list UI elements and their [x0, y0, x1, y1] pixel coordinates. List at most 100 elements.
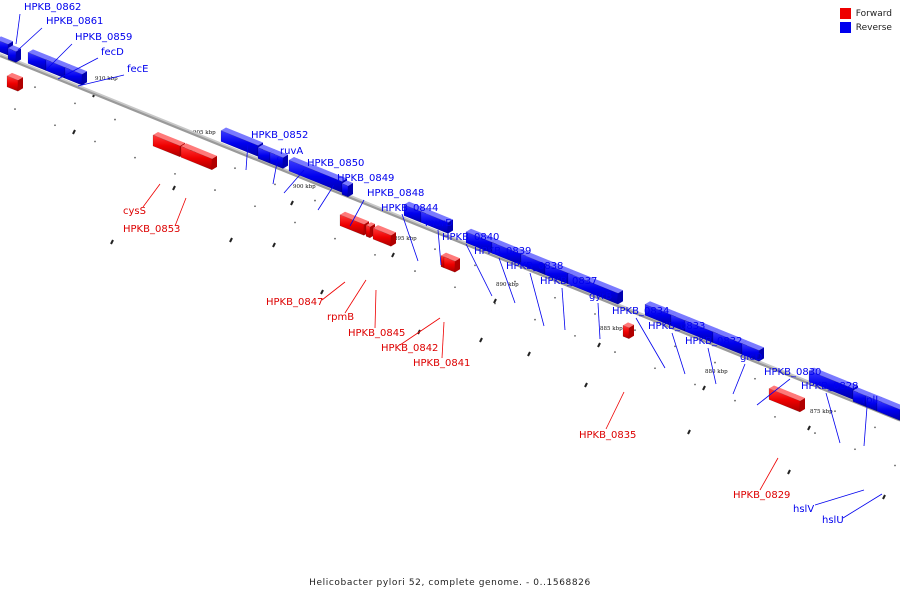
forward-leader	[759, 457, 779, 491]
track-dot	[714, 361, 716, 364]
reverse-gene-label: HPKB_0848	[367, 188, 424, 199]
reverse-gene-label: HPKB_0862	[24, 2, 81, 13]
forward-gene-box-top	[7, 72, 23, 81]
reverse-leader	[814, 489, 865, 506]
major-tick	[597, 342, 601, 348]
reverse-gene-label: ruvA	[280, 146, 303, 157]
forward-leader	[142, 183, 161, 208]
forward-gene-box-top	[769, 385, 805, 401]
major-tick	[882, 494, 886, 500]
reverse-leader	[437, 229, 442, 266]
track-dot	[674, 345, 676, 348]
major-tick	[290, 200, 294, 206]
reverse-gene-box-top	[342, 180, 353, 186]
reverse-leader	[15, 13, 21, 45]
major-tick	[493, 298, 497, 304]
major-tick	[391, 252, 395, 258]
reverse-leader	[529, 272, 545, 327]
reverse-leader	[707, 347, 717, 385]
major-tick	[807, 425, 811, 431]
forward-gene-label: cysS	[123, 206, 146, 217]
major-tick	[229, 237, 233, 243]
reverse-gene-box-top	[404, 201, 426, 212]
reverse-gene-label: HPKB_0852	[251, 130, 308, 141]
track-dot	[574, 334, 576, 337]
track-dot	[254, 205, 256, 208]
forward-gene-box-side	[18, 77, 23, 92]
track-dot	[374, 253, 376, 256]
forward-gene-box	[365, 224, 371, 239]
legend-forward-label: Forward	[855, 8, 892, 19]
reverse-gene-label: HPKB_0833	[648, 321, 705, 332]
reverse-gene-box-top	[671, 311, 690, 321]
reverse-gene-box-top	[221, 127, 263, 146]
forward-gene-box	[440, 255, 445, 269]
forward-leader	[441, 321, 445, 359]
forward-gene-box-side	[629, 324, 634, 339]
reverse-leader	[671, 332, 686, 375]
reverse-gene-label: HPKB_0839	[474, 246, 531, 257]
forward-leader	[344, 279, 367, 314]
track-dot	[34, 86, 36, 89]
reverse-gene-box-top	[521, 251, 550, 264]
forward-gene-label: HPKB_0842	[381, 343, 438, 354]
reverse-gene-box-top	[270, 149, 288, 158]
gene-features	[0, 36, 900, 421]
track-dot	[594, 313, 596, 315]
reverse-gene-box-top	[421, 208, 453, 223]
track-dot	[854, 448, 856, 451]
reverse-gene-label: HPKB_0837	[540, 276, 597, 287]
forward-gene-label: HPKB_0853	[123, 224, 180, 235]
major-tick	[687, 429, 691, 435]
reverse-leader	[272, 156, 279, 185]
scale-label-2: 900 kbp	[293, 184, 316, 190]
track-dot	[554, 296, 556, 299]
reverse-gene-label: fecE	[127, 64, 149, 75]
track-dot	[134, 156, 136, 159]
major-tick	[479, 337, 483, 343]
track-dot	[634, 329, 636, 332]
reverse-gene-box-top	[645, 301, 676, 315]
reverse-gene-box-top	[713, 328, 747, 344]
scale-label-5: 885 kbp	[600, 326, 623, 332]
forward-leader	[399, 317, 441, 346]
reverse-gene-label: HPKB_0828	[801, 381, 858, 392]
genome-caption: Helicobacter pylori 52, complete genome.…	[309, 578, 591, 588]
reverse-gene-box-top	[545, 260, 573, 274]
forward-track-dots	[14, 86, 896, 467]
reverse-gene-box-top	[492, 239, 526, 255]
forward-leader	[605, 391, 625, 430]
forward-leader	[374, 289, 377, 329]
reverse-gene-box-top	[46, 56, 70, 68]
reverse-gene-label: HPKB_0840	[442, 232, 499, 243]
reverse-gene-box-top	[685, 317, 718, 332]
reverse-gene-label: fecD	[101, 47, 124, 58]
forward-gene-box-top	[444, 253, 460, 262]
reverse-gene-label: HPKB_0834	[612, 306, 669, 317]
reverse-gene-label: HPKB_0861	[46, 16, 103, 27]
reverse-gene-box-top	[853, 387, 871, 396]
track-dot	[114, 118, 116, 121]
track-dot	[314, 199, 316, 202]
reverse-leader	[732, 363, 746, 395]
track-dot	[534, 318, 536, 321]
reverse-swatch-icon	[839, 22, 851, 33]
reverse-leader	[756, 378, 791, 406]
forward-swatch-icon	[839, 8, 851, 19]
track-dot	[894, 464, 896, 467]
reverse-gene-label: glcD	[740, 352, 763, 363]
reverse-gene-label: HPKB_0850	[307, 158, 364, 169]
reverse-gene-label: HPKB_0832	[685, 336, 742, 347]
reverse-gene-label: HPKB_0849	[337, 173, 394, 184]
reverse-leader	[842, 493, 883, 519]
track-dot	[294, 221, 296, 224]
reverse-leader	[17, 27, 43, 51]
major-tick	[72, 129, 76, 135]
reverse-leader	[245, 141, 249, 171]
reverse-gene-label: rplI	[862, 395, 878, 406]
reverse-gene-box-top	[28, 49, 51, 60]
track-dot	[274, 183, 276, 186]
reverse-gene-box-side	[348, 182, 353, 197]
